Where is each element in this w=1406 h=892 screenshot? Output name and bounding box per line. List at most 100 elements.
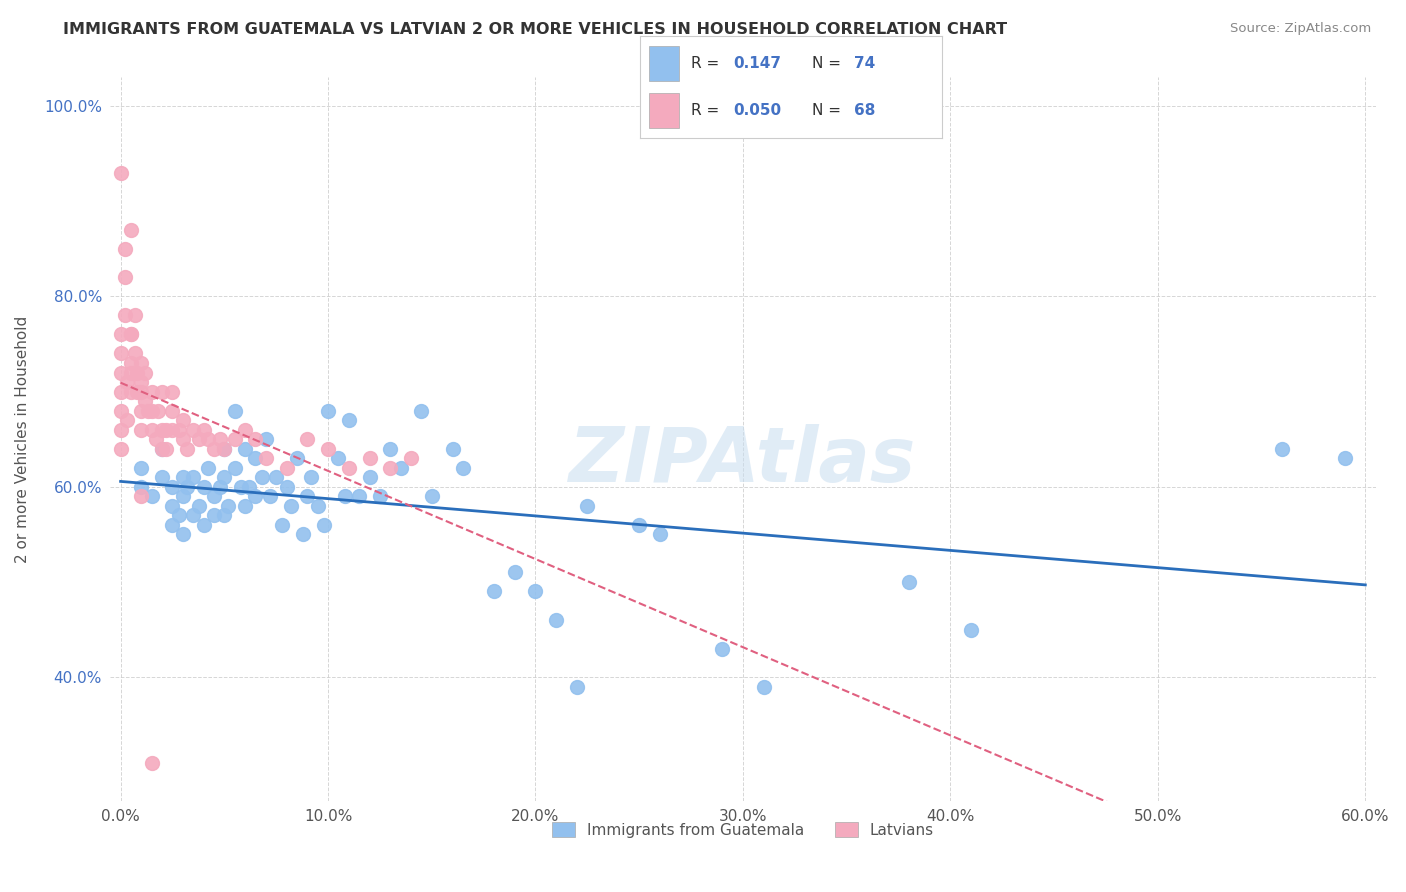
Point [131, 384, 153, 399]
Point [162, 480, 184, 494]
Point [399, 451, 422, 466]
Point [297, 489, 319, 503]
Point [411, 403, 433, 417]
Point [193, 423, 215, 437]
Point [380, 442, 402, 456]
Point [259, 489, 281, 503]
Point [301, 470, 323, 484]
Point [368, 489, 391, 503]
Point [181, 470, 204, 484]
Point [292, 527, 315, 541]
Text: N =: N = [813, 103, 846, 118]
Point [245, 451, 267, 466]
Point [155, 423, 177, 437]
Point [131, 480, 153, 494]
Point [127, 384, 149, 399]
Point [115, 413, 138, 427]
Point [960, 623, 983, 637]
Point [648, 527, 671, 541]
Point [131, 356, 153, 370]
Point [524, 584, 547, 599]
Point [503, 566, 526, 580]
Point [441, 442, 464, 456]
Point [233, 499, 256, 513]
Point [202, 508, 225, 523]
Point [482, 584, 505, 599]
Point [193, 517, 215, 532]
Point [145, 432, 167, 446]
Point [380, 460, 402, 475]
Point [150, 470, 173, 484]
Point [120, 327, 142, 342]
Point [229, 480, 252, 494]
Point [136, 403, 159, 417]
Point [214, 470, 236, 484]
Point [245, 489, 267, 503]
Legend: Immigrants from Guatemala, Latvians: Immigrants from Guatemala, Latvians [546, 816, 941, 844]
Point [333, 489, 356, 503]
Point [233, 423, 256, 437]
Point [752, 680, 775, 694]
Point [307, 499, 329, 513]
Point [238, 480, 260, 494]
Point [162, 499, 184, 513]
Point [276, 460, 298, 475]
Point [167, 423, 190, 437]
Point [297, 432, 319, 446]
Point [120, 223, 142, 237]
Point [141, 423, 163, 437]
Point [162, 423, 184, 437]
Point [254, 432, 277, 446]
Point [214, 442, 236, 456]
Text: Source: ZipAtlas.com: Source: ZipAtlas.com [1230, 22, 1371, 36]
Point [628, 517, 651, 532]
Point [150, 442, 173, 456]
Point [110, 384, 132, 399]
Point [162, 517, 184, 532]
Point [131, 489, 153, 503]
Point [150, 423, 173, 437]
Point [162, 384, 184, 399]
Point [131, 460, 153, 475]
Text: 68: 68 [855, 103, 876, 118]
Point [181, 508, 204, 523]
Point [110, 166, 132, 180]
Point [181, 423, 204, 437]
Point [134, 366, 156, 380]
Point [176, 480, 198, 494]
Point [209, 480, 232, 494]
Point [172, 470, 194, 484]
Point [150, 442, 173, 456]
Point [110, 403, 132, 417]
Point [276, 480, 298, 494]
Point [271, 517, 294, 532]
Point [114, 242, 136, 256]
Point [114, 270, 136, 285]
Point [264, 470, 287, 484]
Point [337, 460, 360, 475]
Point [131, 375, 153, 389]
Point [141, 756, 163, 770]
Y-axis label: 2 or more Vehicles in Household: 2 or more Vehicles in Household [15, 316, 30, 563]
Point [141, 489, 163, 503]
Text: IMMIGRANTS FROM GUATEMALA VS LATVIAN 2 OR MORE VEHICLES IN HOUSEHOLD CORRELATION: IMMIGRANTS FROM GUATEMALA VS LATVIAN 2 O… [63, 22, 1007, 37]
Point [197, 460, 219, 475]
Point [188, 499, 211, 513]
Point [280, 499, 302, 513]
Point [217, 499, 239, 513]
Point [131, 403, 153, 417]
Point [546, 613, 568, 627]
Point [1271, 442, 1294, 456]
Point [389, 460, 412, 475]
Point [316, 403, 339, 417]
Point [316, 442, 339, 456]
Point [110, 423, 132, 437]
Point [172, 489, 194, 503]
Point [224, 432, 246, 446]
Point [127, 366, 149, 380]
Point [328, 451, 350, 466]
Bar [648, 45, 679, 81]
Point [146, 403, 169, 417]
Point [176, 442, 198, 456]
Point [155, 442, 177, 456]
